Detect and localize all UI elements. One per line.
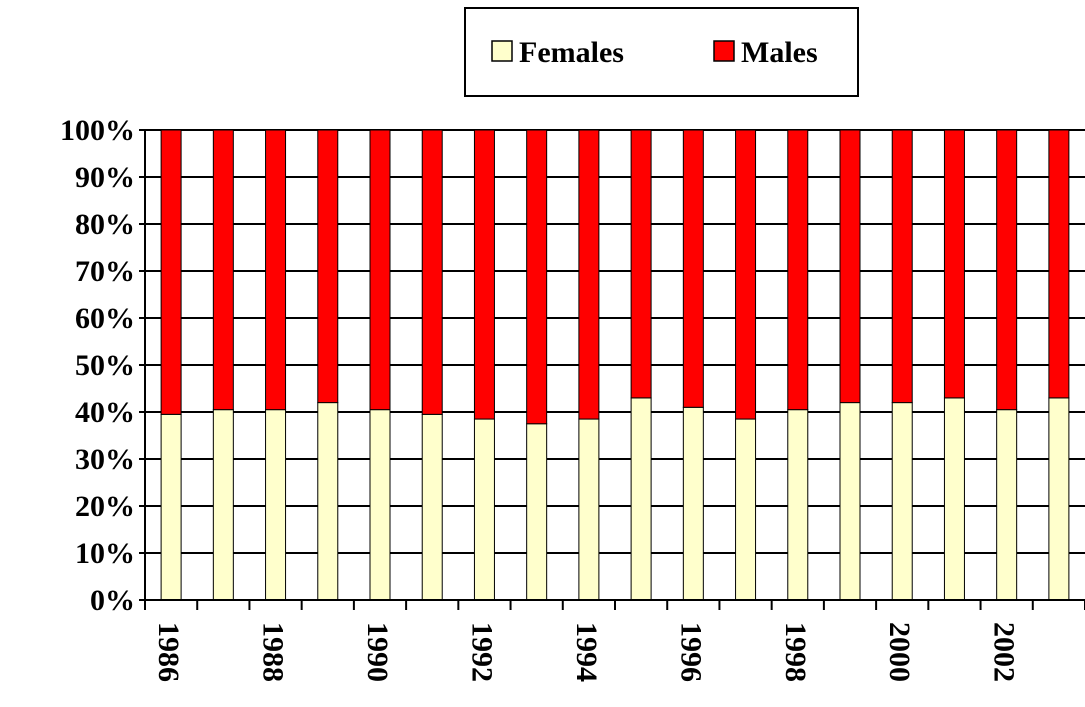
legend-label: Males [741, 36, 818, 69]
x-tick-label: 1992 [465, 622, 498, 682]
bar-segment [473, 129, 495, 420]
x-tick-label: 1988 [257, 622, 290, 682]
x-tick-label: 1986 [152, 622, 185, 682]
bar-segment [317, 129, 339, 404]
bar-segment [212, 409, 234, 601]
bar-segment [682, 129, 704, 408]
bar-segment [891, 129, 913, 404]
bar-segment [943, 397, 965, 601]
y-tick-label: 50% [75, 349, 135, 382]
bar-segment [369, 409, 391, 601]
bar-segment [735, 129, 757, 420]
y-tick-label: 10% [75, 537, 135, 570]
bar-segment [682, 406, 704, 601]
bar-segment [735, 418, 757, 601]
bar-segment [317, 402, 339, 601]
y-tick-label: 20% [75, 490, 135, 523]
bar-segment [1048, 129, 1070, 399]
bar-segment [996, 409, 1018, 601]
bar-segment [578, 129, 600, 420]
bar-segment [265, 129, 287, 411]
bar-segment [160, 413, 182, 601]
y-tick-label: 90% [75, 161, 135, 194]
bar-segment [421, 129, 443, 415]
y-tick-label: 80% [75, 208, 135, 241]
bar-segment [265, 409, 287, 601]
bar-segment [212, 129, 234, 411]
x-tick-label: 2000 [883, 622, 916, 682]
x-tick-label: 2002 [988, 622, 1021, 682]
bar-segment [1048, 397, 1070, 601]
bar-segment [473, 418, 495, 601]
bar-segment [526, 129, 548, 425]
legend-label: Females [519, 36, 624, 69]
bar-segment [891, 402, 913, 601]
bar-segment [839, 129, 861, 404]
x-tick-label: 1998 [779, 622, 812, 682]
bar-segment [421, 413, 443, 601]
x-tick-label: 1990 [361, 622, 394, 682]
y-tick-label: 30% [75, 443, 135, 476]
y-tick-label: 40% [75, 396, 135, 429]
bar-segment [160, 129, 182, 415]
x-tick-label: 1996 [674, 622, 707, 682]
bar-segment [943, 129, 965, 399]
x-tick-label: 1994 [570, 622, 603, 682]
bar-segment [630, 397, 652, 601]
bar-segment [839, 402, 861, 601]
legend-swatch [491, 40, 513, 62]
legend-swatch [713, 40, 735, 62]
bar-segment [526, 423, 548, 601]
bar-segment [369, 129, 391, 411]
y-tick-label: 0% [90, 584, 135, 617]
bar-segment [630, 129, 652, 399]
legend-box [464, 7, 859, 97]
bar-segment [996, 129, 1018, 411]
bar-segment [578, 418, 600, 601]
bar-segment [787, 129, 809, 411]
bar-segment [787, 409, 809, 601]
y-tick-label: 70% [75, 255, 135, 288]
y-tick-label: 100% [60, 114, 135, 147]
y-tick-label: 60% [75, 302, 135, 335]
